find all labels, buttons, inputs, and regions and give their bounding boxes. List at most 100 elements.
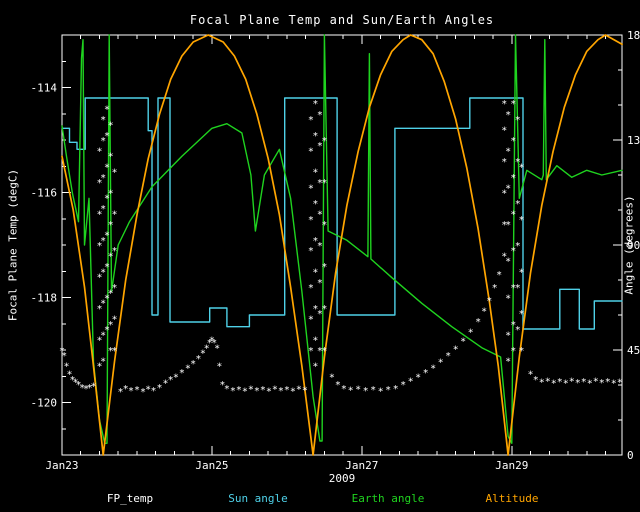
data-point-marker: * (296, 384, 302, 395)
data-point-marker: * (104, 194, 110, 205)
data-point-marker: * (108, 220, 114, 231)
data-point-marker: * (551, 379, 557, 390)
data-point-marker: * (501, 189, 507, 200)
data-point-marker: * (335, 380, 341, 391)
data-point-marker: * (61, 351, 67, 362)
legend-fp-temp: FP_temp (106, 492, 154, 505)
data-point-marker: * (515, 283, 521, 294)
data-point-marker: * (321, 346, 327, 357)
data-point-marker: * (216, 362, 222, 373)
data-point-marker: * (104, 294, 110, 305)
data-point-marker: * (96, 273, 102, 284)
data-point-marker: * (236, 385, 242, 396)
data-point-marker: * (453, 344, 459, 355)
data-point-marker: * (515, 115, 521, 126)
data-point-marker: * (505, 147, 511, 158)
data-point-marker: * (481, 307, 487, 318)
data-point-marker: * (317, 309, 323, 320)
data-point-marker: * (510, 246, 516, 257)
data-point-marker: * (72, 378, 78, 389)
data-point-marker: * (173, 372, 179, 383)
data-point-marker: * (214, 343, 220, 354)
series-altitude (61, 34, 623, 456)
data-point-marker: * (59, 346, 65, 357)
data-point-marker: * (96, 210, 102, 221)
data-point-marker: * (505, 220, 511, 231)
data-point-marker: * (341, 384, 347, 395)
y-right-tick-label: 45 (627, 344, 640, 357)
data-point-marker: * (104, 162, 110, 173)
y-axis-label-left: Focal Plane Temp (degC) (6, 168, 20, 322)
data-point-marker: * (75, 380, 81, 391)
data-point-marker: * (317, 241, 323, 252)
x-tick-label: Jan25 (195, 459, 228, 472)
data-point-marker: * (501, 126, 507, 137)
data-point-marker: * (104, 325, 110, 336)
data-point-marker: * (587, 379, 593, 390)
data-point-marker: * (393, 384, 399, 395)
data-point-marker: * (515, 241, 521, 252)
data-point-marker: * (445, 351, 451, 362)
data-point-marker: * (278, 386, 284, 397)
data-point-marker: * (505, 257, 511, 268)
data-point-marker: * (111, 283, 117, 294)
data-point-marker: * (533, 375, 539, 386)
data-point-marker: * (312, 99, 318, 110)
data-point-marker: * (515, 199, 521, 210)
y-right-tick-label: 0 (627, 449, 634, 462)
data-point-marker: * (96, 178, 102, 189)
data-point-marker: * (321, 220, 327, 231)
data-point-marker: * (108, 320, 114, 331)
data-point-marker: * (515, 157, 521, 168)
y-right-tick-label: 90 (627, 239, 640, 252)
data-point-marker: * (260, 385, 266, 396)
data-point-marker: * (111, 315, 117, 326)
data-point-marker: * (385, 385, 391, 396)
data-point-marker: * (69, 375, 75, 386)
data-point-marker: * (207, 338, 213, 349)
data-point-marker: * (505, 357, 511, 368)
data-point-marker: * (355, 384, 361, 395)
y-left-tick-label: -118 (31, 292, 58, 305)
data-point-marker: * (96, 336, 102, 347)
data-point-marker: * (317, 210, 323, 221)
data-point-marker: * (518, 215, 524, 226)
data-point-marker: * (557, 377, 563, 388)
data-point-marker: * (312, 304, 318, 315)
data-point-marker: * (162, 379, 168, 390)
data-point-marker: * (254, 386, 260, 397)
data-point-marker: * (168, 375, 174, 386)
data-point-marker: * (505, 110, 511, 121)
y-left-tick-label: -120 (31, 397, 58, 410)
data-point-marker: * (87, 383, 93, 394)
data-point-marker: * (63, 362, 69, 373)
legend-earth-angle: Earth angle (351, 492, 425, 505)
data-point-marker: * (134, 385, 140, 396)
data-point-marker: * (200, 349, 206, 360)
data-point-marker: * (66, 370, 72, 381)
data-point-marker: * (617, 378, 623, 389)
data-point-marker: * (100, 115, 106, 126)
x-axis-year-label: 2009 (328, 472, 356, 485)
data-point-marker: * (195, 354, 201, 365)
data-point-marker: * (211, 338, 217, 349)
data-point-marker: * (308, 346, 314, 357)
data-point-marker: * (79, 383, 85, 394)
data-point-marker: * (312, 362, 318, 373)
data-point-marker: * (248, 384, 254, 395)
y-right-tick-label: 135 (627, 134, 640, 147)
data-point-marker: * (510, 136, 516, 147)
legend-sun-angle: Sun angle (228, 492, 288, 505)
data-point-marker: * (510, 210, 516, 221)
series-fp-temp: * * * * * * * * * * * * * * * * * * * * * * * * * * * * * * * * * * * * * * * *… (59, 99, 623, 398)
y-axis-label-right: Angle (degrees) (622, 195, 636, 295)
legend: FP_temp Sun angle Earth angle Altitude (0, 492, 640, 508)
data-point-marker: * (266, 386, 272, 397)
data-point-marker: * (108, 288, 114, 299)
data-point-marker: * (321, 178, 327, 189)
data-point-marker: * (104, 105, 110, 116)
data-point-marker: * (308, 115, 314, 126)
data-point-marker: * (505, 183, 511, 194)
data-point-marker: * (430, 363, 436, 374)
